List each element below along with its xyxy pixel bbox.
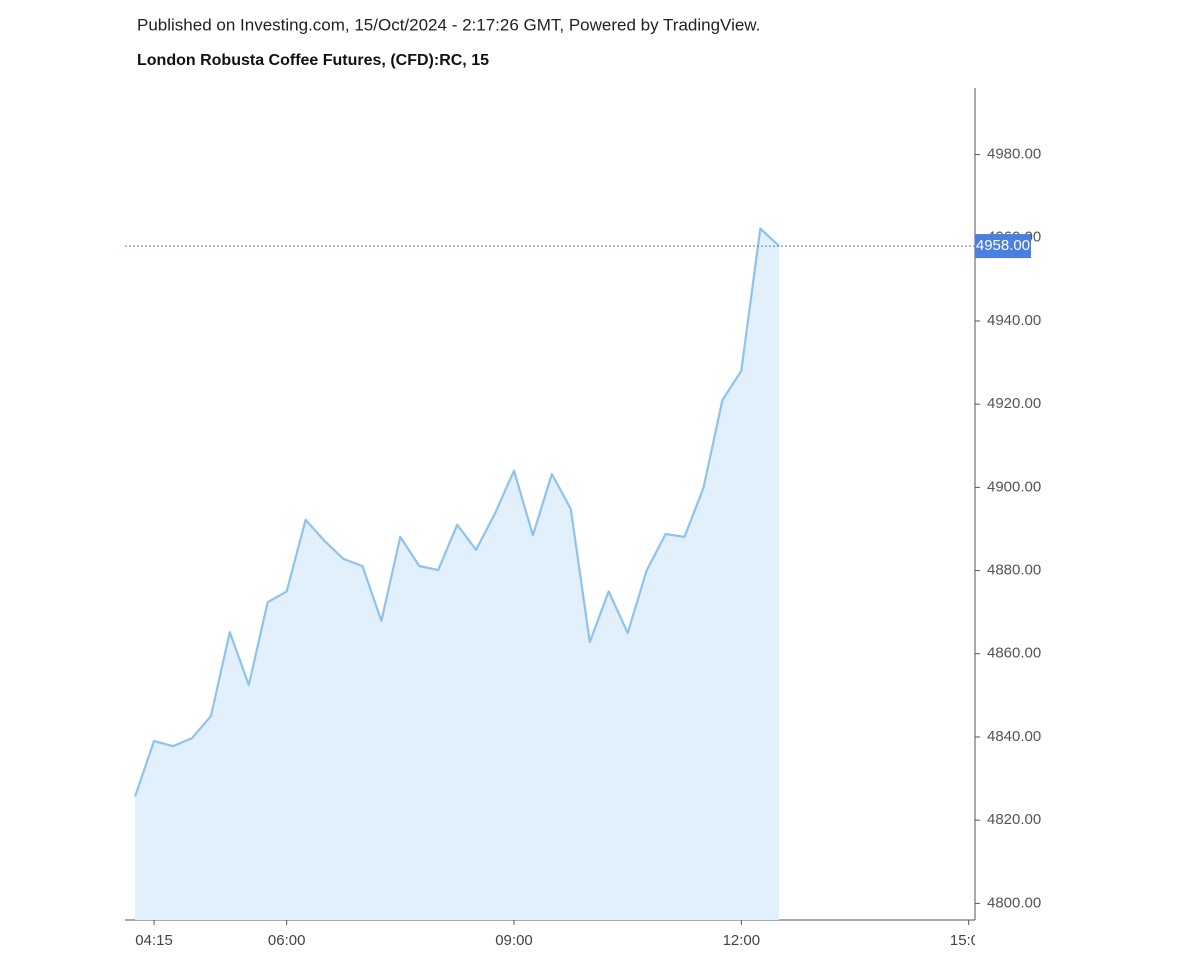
area-fill [135,228,780,921]
published-note: Published on Investing.com, 15/Oct/2024 … [137,15,760,34]
y-tick-label: 4920.00 [987,395,1041,412]
y-tick-label: 4820.00 [987,811,1041,828]
x-tick-label: 09:00 [495,932,533,949]
x-tick-label: 15:00 [950,932,988,949]
price-label: 4958.00 [976,237,1030,254]
y-tick-label: 4980.00 [987,146,1041,163]
y-tick-label: 4880.00 [987,562,1041,579]
price-label-box [975,234,1031,259]
chart-title: London Robusta Coffee Futures, (CFD):RC,… [137,52,489,69]
x-ticks: 04:15 06:00 09:00 12:00 15:00 [135,920,988,949]
x-tick-label: 12:00 [723,932,761,949]
y-tick-label: 4900.00 [987,478,1041,495]
y-tick-label: 4860.00 [987,645,1041,662]
y-tick-label: 4840.00 [987,728,1041,745]
x-tick-label: 06:00 [268,932,306,949]
line [134,227,780,797]
x-tick-label: 04:15 [135,932,173,949]
y-tick-label: 4800.00 [987,894,1041,911]
y-tick-label: 4940.00 [987,312,1041,329]
